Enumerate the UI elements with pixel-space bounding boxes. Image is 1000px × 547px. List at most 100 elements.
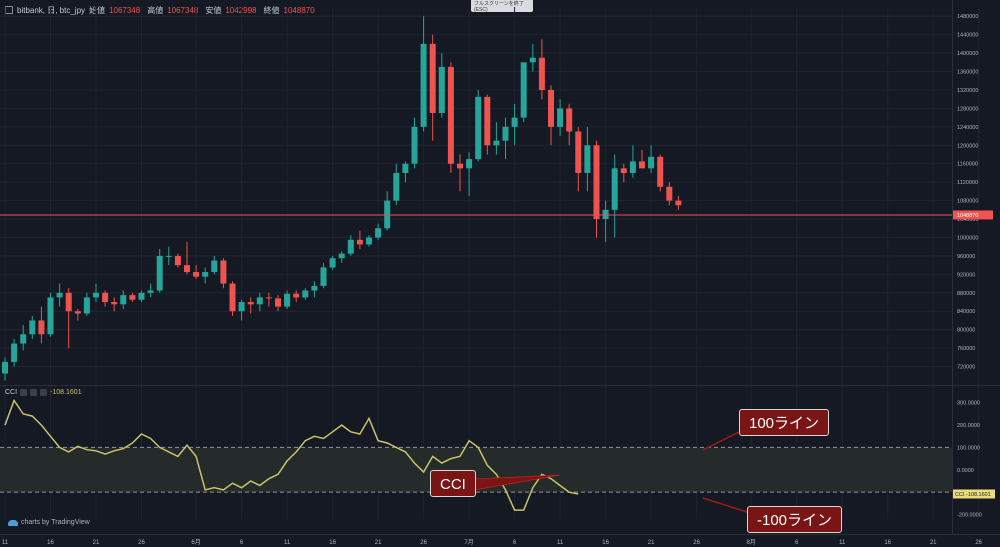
x-tick-label: 26 (693, 540, 700, 546)
cci-value-label: CCI -108.1601 (955, 492, 991, 498)
price-tick-label: 1120000 (957, 180, 978, 186)
candle-body (375, 228, 382, 238)
price-tick-label: 1320000 (957, 88, 978, 94)
price-tick-label: 1440000 (957, 33, 978, 39)
cci-label: CCI (5, 389, 18, 396)
callout-upper-connector (702, 431, 740, 451)
callout-lower: -100ライン (747, 506, 843, 533)
candle-body (102, 292, 109, 303)
x-tick-label: 16 (329, 540, 336, 546)
candle-body (93, 292, 99, 298)
x-tick-label: 16 (884, 540, 891, 546)
candle-body (211, 260, 218, 273)
candle-body (629, 161, 636, 173)
candle-body (20, 334, 27, 344)
candle-body (320, 267, 327, 286)
open-value: 1067348 (109, 5, 141, 15)
current-price-label: 1048870 (957, 213, 978, 219)
candle-body (156, 255, 163, 291)
candle-body (675, 200, 682, 206)
open-label: 始値 (89, 5, 106, 15)
candle-body (566, 108, 573, 132)
x-tick-label: 16 (47, 540, 54, 546)
tradingview-branding[interactable]: charts by TradingView (8, 519, 90, 526)
candle-body (238, 302, 245, 312)
x-tick-label: 7月 (464, 539, 473, 546)
cloud-icon (8, 519, 18, 526)
candle-body (538, 57, 545, 90)
candle-body (611, 168, 618, 210)
candle-body (529, 57, 536, 63)
x-tick-label: 21 (930, 540, 937, 546)
candle-body (83, 297, 90, 314)
candle-body (520, 62, 527, 118)
x-tick-label: 11 (557, 540, 564, 546)
branding-label: charts by TradingView (21, 519, 90, 526)
candle-body (220, 260, 227, 284)
candle-body (366, 237, 372, 245)
callout-lower-connector (702, 497, 748, 513)
x-tick-label: 11 (839, 540, 846, 546)
candle-body (438, 66, 445, 114)
candle-body (420, 43, 427, 127)
tooltip-line1: フルスクリーンを終了 (474, 1, 524, 7)
low-label: 安値 (205, 5, 222, 15)
candle-body (247, 302, 254, 305)
candle-body (111, 302, 118, 305)
x-tick-label: 21 (375, 540, 382, 546)
candle-body (575, 131, 582, 173)
candle-body (56, 292, 63, 298)
exit-fullscreen-tooltip[interactable]: フルスクリーンを終了 (ESC) (471, 0, 533, 13)
candle-body (193, 272, 200, 277)
close-label: 終値 (263, 5, 280, 15)
candle-body (275, 298, 281, 307)
candle-body (265, 297, 272, 299)
close-value: 1048870 (283, 5, 315, 15)
cci-value-badge (953, 489, 995, 499)
visibility-icon[interactable] (30, 389, 38, 396)
x-tick-label: 21 (648, 540, 655, 546)
price-tick-label: 1160000 (957, 162, 978, 168)
low-value: 1042998 (225, 5, 257, 15)
x-tick-label: 26 (975, 540, 982, 546)
candle-body (384, 200, 391, 229)
close-icon[interactable] (40, 389, 48, 396)
candle-body (484, 96, 491, 146)
current-price-badge (953, 210, 993, 220)
cci-tick-label: 300.0000 (957, 401, 980, 407)
candle-body (502, 126, 509, 141)
price-tick-label: 720000 (957, 365, 975, 371)
candle-body (602, 209, 609, 220)
x-tick-label: 11 (2, 540, 9, 546)
candle-body (165, 255, 172, 257)
candle-body (38, 320, 45, 335)
candle-body (284, 293, 291, 307)
candle-body (393, 172, 400, 201)
candle-body (666, 186, 673, 201)
candle-body (429, 43, 436, 114)
chart-header: bitbank, 日, btc_jpy 始値 1067348 高値 1067348 … (5, 3, 318, 17)
settings-icon[interactable] (20, 389, 28, 396)
candle-body (293, 293, 300, 298)
price-tick-label: 1200000 (957, 143, 978, 149)
price-tick-label: 760000 (957, 346, 975, 352)
price-tick-label: 920000 (957, 272, 975, 278)
candle-body (593, 145, 600, 220)
candle-body (147, 290, 154, 293)
candle-body (174, 255, 181, 266)
candle-body (338, 253, 345, 259)
x-tick-label: 6月 (191, 539, 200, 546)
candle-body (138, 292, 145, 300)
candle-body (2, 361, 8, 374)
tooltip-line2: (ESC) (474, 7, 488, 13)
candle-body (329, 258, 336, 268)
candle-body (256, 297, 263, 305)
candle-body (620, 168, 627, 173)
candle-body (347, 239, 354, 254)
candle-body (129, 295, 136, 300)
cci-header: CCI -108.1601 (5, 389, 82, 396)
candle-body (584, 145, 591, 173)
candle-body (184, 265, 190, 273)
callout-middle: CCI (430, 470, 476, 497)
